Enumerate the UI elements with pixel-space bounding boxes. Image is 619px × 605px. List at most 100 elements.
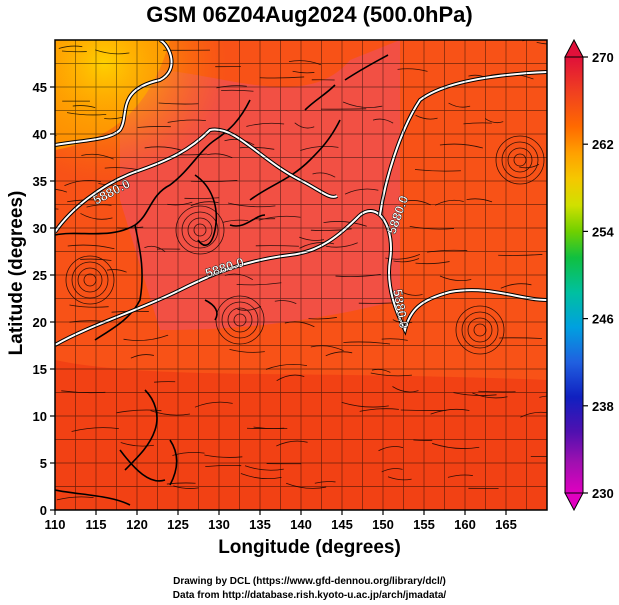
x-tick-label: 125 xyxy=(167,517,189,532)
vortex-streamline xyxy=(227,307,253,333)
streamline xyxy=(536,42,547,45)
y-tick-label: 0 xyxy=(40,503,47,518)
streamline xyxy=(167,119,206,123)
streamline xyxy=(205,464,242,468)
streamline xyxy=(276,374,305,382)
vortex-streamline xyxy=(221,301,259,339)
y-tick-label: 40 xyxy=(33,127,47,142)
streamline xyxy=(381,468,403,473)
vortex-streamline xyxy=(461,311,499,349)
streamline xyxy=(478,390,516,393)
colorbar-tick-label: 246 xyxy=(592,312,614,327)
colorbar-tick-label: 230 xyxy=(592,486,614,501)
credit-dcl: Drawing by DCL (https://www.gfd-dennou.o… xyxy=(173,576,446,587)
streamline xyxy=(385,254,421,260)
streamline xyxy=(123,334,169,341)
streamline xyxy=(236,282,282,286)
streamline xyxy=(498,254,543,256)
vortex-streamline xyxy=(181,211,219,249)
x-tick-label: 140 xyxy=(290,517,312,532)
streamline xyxy=(158,102,199,105)
streamline xyxy=(371,368,391,373)
streamline xyxy=(300,145,339,151)
streamline xyxy=(104,167,138,170)
streamline xyxy=(292,70,315,74)
vortex-streamline xyxy=(77,267,103,293)
contour-5880 xyxy=(55,40,547,347)
streamline xyxy=(154,381,176,383)
streamline xyxy=(381,338,408,341)
streamline xyxy=(276,440,308,447)
vortex-streamline xyxy=(175,205,225,255)
x-tick-label: 130 xyxy=(208,517,230,532)
streamline xyxy=(58,45,83,49)
y-tick-label: 10 xyxy=(33,409,47,424)
vortex-streamline xyxy=(65,255,115,305)
streamline xyxy=(66,112,107,116)
streamline xyxy=(472,392,508,399)
streamline xyxy=(221,89,254,92)
streamline xyxy=(370,372,412,377)
streamline xyxy=(222,219,249,223)
streamline xyxy=(98,183,130,186)
streamline xyxy=(341,401,389,408)
vortex-streamline xyxy=(193,223,207,237)
streamline xyxy=(258,215,301,221)
streamline xyxy=(344,188,379,195)
y-tick-label: 30 xyxy=(33,221,47,236)
x-axis: 110 115 120 125 130 135 140 145 150 155 160 165 xyxy=(45,510,517,532)
x-tick-label: 115 xyxy=(86,517,107,532)
streamline xyxy=(439,143,483,149)
colorbar-tick-label: 238 xyxy=(592,399,614,414)
streamline xyxy=(323,221,367,227)
streamline xyxy=(387,476,412,481)
x-tick-label: 155 xyxy=(413,517,435,532)
vortex-streamline xyxy=(507,147,533,173)
colorbar: 270 262 254 246 238 230 xyxy=(564,38,614,512)
vortex-streamline xyxy=(71,261,109,299)
streamline xyxy=(447,474,473,478)
streamline xyxy=(72,105,96,108)
streamline xyxy=(106,269,127,273)
colorbar-tick-label: 262 xyxy=(592,137,614,152)
vortex-streamline xyxy=(455,305,505,355)
streamline xyxy=(239,146,275,150)
map-grid xyxy=(54,39,548,511)
streamline xyxy=(95,49,130,55)
y-tick-label: 35 xyxy=(33,174,47,189)
x-tick-label: 165 xyxy=(495,517,517,532)
streamline xyxy=(314,481,336,484)
vortex-streamline xyxy=(495,135,545,185)
streamline xyxy=(414,169,461,172)
streamline xyxy=(67,244,115,250)
colorbar-tick-label: 254 xyxy=(592,224,614,239)
streamline xyxy=(255,245,299,247)
streamline xyxy=(69,304,109,308)
streamlines xyxy=(55,40,547,501)
streamline xyxy=(453,392,497,396)
streamline xyxy=(409,226,455,230)
streamline xyxy=(325,351,353,357)
vortex-streamline xyxy=(513,153,527,167)
streamline xyxy=(430,408,470,415)
streamline xyxy=(61,50,87,53)
streamline xyxy=(308,317,337,320)
streamline xyxy=(310,228,352,232)
streamline xyxy=(253,426,285,429)
streamline xyxy=(463,122,492,125)
y-tick-label: 45 xyxy=(33,80,47,95)
streamline xyxy=(343,341,391,345)
streamline xyxy=(359,408,399,412)
streamline xyxy=(246,122,285,127)
vortex-streamline xyxy=(215,295,265,345)
streamline xyxy=(286,482,327,489)
streamline xyxy=(439,275,472,282)
streamline xyxy=(184,197,220,199)
x-tick-label: 150 xyxy=(372,517,394,532)
streamline xyxy=(393,258,420,263)
x-tick-label: 135 xyxy=(249,517,271,532)
streamline xyxy=(484,118,504,124)
streamline xyxy=(312,172,336,178)
streamline xyxy=(240,473,282,480)
streamline xyxy=(104,116,123,120)
